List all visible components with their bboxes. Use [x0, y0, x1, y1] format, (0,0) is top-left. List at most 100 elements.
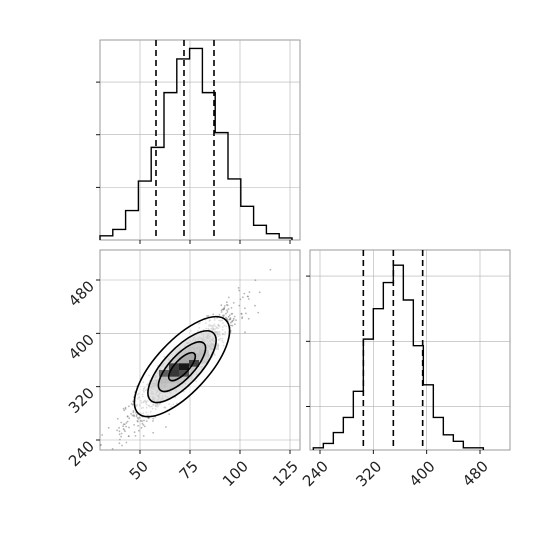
scatter-point: [226, 311, 229, 313]
scatter-point: [126, 415, 129, 417]
scatter-point: [125, 422, 128, 424]
scatter-point: [230, 307, 233, 309]
hist-y-xtick-label-2: 400: [406, 457, 439, 490]
scatter-point: [254, 279, 257, 282]
scatter-point: [137, 424, 140, 427]
scatter-point: [142, 424, 145, 426]
scatter-ytick-label-3: 480: [65, 277, 98, 310]
scatter-point: [212, 313, 215, 316]
scatter-point: [231, 312, 234, 315]
scatter-point: [229, 318, 232, 320]
scatter-point: [121, 444, 123, 447]
scatter-point: [237, 287, 240, 289]
scatter-point: [127, 405, 130, 408]
scatter-point: [120, 432, 123, 435]
scatter-point: [220, 311, 223, 313]
scatter-point: [225, 317, 228, 320]
density-contours: [133, 315, 231, 418]
scatter-point: [244, 307, 246, 310]
scatter-point: [227, 296, 230, 299]
scatter-point: [101, 434, 104, 436]
scatter-point: [257, 311, 260, 314]
scatter-point: [116, 417, 119, 420]
scatter-point: [138, 416, 141, 419]
histogram-x-frame: [99, 39, 301, 241]
histogram-y-frame: [309, 249, 511, 451]
histogram-y-panel: 240 320 400 480: [299, 249, 511, 490]
scatter-point: [134, 435, 137, 437]
histogram-x-panel: [96, 39, 301, 244]
scatter-point: [122, 423, 125, 426]
scatter-point: [118, 430, 121, 433]
scatter-point: [244, 331, 246, 334]
histogram-x-step-line: [99, 47, 293, 240]
scatter-point: [127, 435, 130, 437]
density-core: [159, 360, 199, 377]
scatter-point: [240, 313, 243, 315]
histogram-y-quantile-lines: [362, 250, 424, 450]
hist-y-xtick-label-3: 480: [459, 457, 492, 490]
histogram-y-grid: [310, 250, 510, 450]
scatter-point: [231, 324, 234, 327]
scatter-point: [120, 435, 122, 438]
scatter-point: [247, 317, 250, 320]
density-core-cell-2: [179, 363, 189, 370]
scatter-point: [99, 444, 102, 447]
scatter-frame: [99, 249, 301, 451]
hist-y-xtick-label-1: 320: [352, 457, 385, 490]
scatter-point: [243, 292, 246, 295]
scatter-point: [125, 441, 128, 444]
scatter-point: [133, 414, 135, 416]
scatter-point: [222, 314, 224, 317]
scatter-point: [225, 312, 227, 315]
scatter-point: [141, 420, 144, 422]
scatter-point: [242, 296, 244, 299]
scatter-point: [226, 309, 229, 312]
scatter-point: [111, 448, 114, 450]
scatter-point: [230, 324, 232, 327]
scatter-point: [168, 413, 171, 415]
scatter-point: [143, 419, 145, 422]
scatter-point: [248, 291, 251, 293]
scatter-point: [233, 315, 236, 318]
scatter-point: [229, 321, 232, 324]
scatter-point: [269, 268, 272, 271]
scatter-point: [220, 304, 223, 307]
scatter-point: [118, 442, 121, 445]
histogram-y-step-line: [312, 264, 485, 450]
scatter-ytick-label-0: 240: [65, 437, 98, 470]
scatter-point: [133, 424, 136, 426]
scatter-point: [258, 291, 261, 294]
scatter-point: [124, 406, 127, 409]
scatter-point: [231, 320, 233, 323]
scatter-point: [228, 314, 231, 317]
scatter-point: [245, 312, 247, 315]
scatter-point: [232, 302, 235, 304]
scatter-point: [235, 319, 237, 321]
scatter-point: [132, 410, 135, 412]
scatter-point: [122, 407, 125, 410]
scatter-point: [234, 323, 236, 325]
scatter-point: [152, 420, 154, 422]
scatter-point: [225, 301, 228, 304]
scatter-point: [125, 425, 127, 428]
density-core-cell-3: [169, 363, 179, 370]
scatter-point: [124, 408, 127, 410]
scatter-point: [143, 425, 146, 428]
scatter-point: [227, 308, 230, 310]
scatter-point: [132, 411, 135, 414]
histogram-x-grid: [100, 40, 300, 240]
scatter-point: [131, 403, 134, 406]
histogram-x-quantile-lines: [155, 40, 215, 240]
scatter-point: [238, 289, 241, 292]
scatter-point: [124, 430, 126, 433]
scatter-point: [147, 417, 150, 420]
scatter-point: [247, 295, 250, 298]
scatter-point: [141, 422, 144, 425]
scatter-point: [142, 435, 145, 437]
scatter-point: [232, 319, 235, 322]
scatter-point: [165, 426, 167, 428]
scatter-point: [206, 315, 209, 317]
density-core-cell-5: [189, 360, 199, 367]
scatter-point: [140, 426, 143, 429]
